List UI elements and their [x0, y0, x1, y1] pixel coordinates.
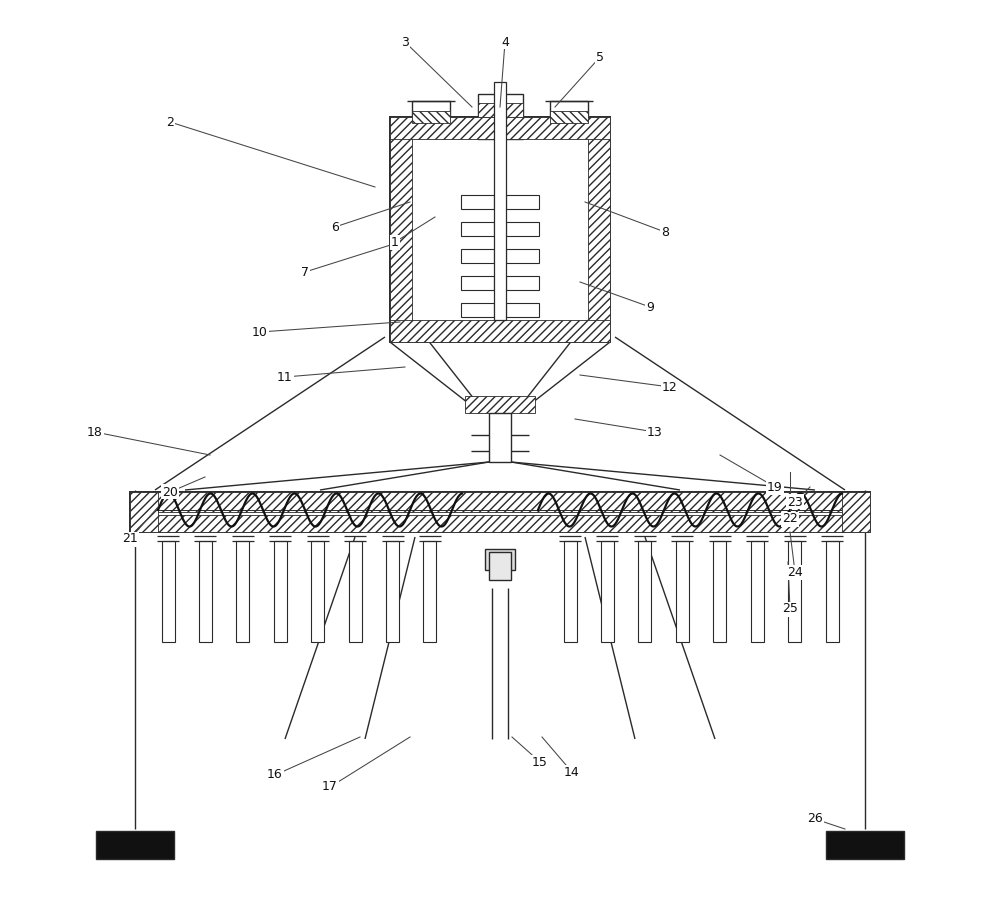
Bar: [506, 276, 539, 290]
Text: 26: 26: [807, 813, 823, 825]
Text: 11: 11: [277, 370, 293, 384]
Bar: [412, 101, 450, 128]
Bar: [506, 222, 539, 236]
Text: 10: 10: [252, 326, 268, 338]
Text: 4: 4: [501, 36, 509, 48]
Bar: [489, 552, 511, 580]
Bar: [130, 492, 158, 532]
Bar: [390, 117, 412, 342]
Text: 8: 8: [661, 225, 669, 239]
Bar: [489, 413, 511, 462]
Text: 24: 24: [787, 565, 803, 579]
Bar: [130, 492, 870, 532]
Text: 17: 17: [322, 780, 338, 794]
Bar: [274, 541, 287, 642]
Bar: [601, 541, 614, 642]
Text: 1: 1: [391, 236, 399, 248]
Bar: [588, 117, 610, 342]
Text: 25: 25: [782, 603, 798, 615]
Bar: [130, 515, 870, 532]
Bar: [390, 117, 610, 342]
Bar: [478, 103, 523, 117]
Bar: [461, 249, 494, 263]
Text: 12: 12: [662, 380, 678, 394]
Bar: [826, 831, 904, 859]
Text: 15: 15: [532, 755, 548, 769]
Bar: [390, 117, 610, 139]
Text: 13: 13: [647, 425, 663, 439]
Text: 7: 7: [301, 266, 309, 278]
Bar: [311, 541, 324, 642]
Bar: [349, 541, 362, 642]
Bar: [506, 303, 539, 317]
Bar: [550, 111, 588, 123]
Bar: [461, 303, 494, 317]
Bar: [485, 549, 515, 570]
Text: 21: 21: [122, 533, 138, 545]
Bar: [713, 541, 726, 642]
Text: 14: 14: [564, 765, 580, 779]
Text: 9: 9: [646, 300, 654, 313]
Bar: [550, 101, 588, 128]
Bar: [236, 541, 249, 642]
Bar: [390, 320, 610, 342]
Bar: [461, 276, 494, 290]
Bar: [842, 492, 870, 532]
Bar: [788, 541, 801, 642]
Bar: [506, 195, 539, 209]
Text: 18: 18: [87, 425, 103, 439]
Bar: [751, 541, 764, 642]
Bar: [130, 492, 870, 512]
Bar: [826, 541, 839, 642]
Text: 20: 20: [162, 485, 178, 499]
Bar: [199, 541, 212, 642]
Bar: [461, 195, 494, 209]
Text: 23: 23: [787, 495, 803, 509]
Bar: [465, 396, 534, 413]
Text: 22: 22: [782, 512, 798, 526]
Text: 6: 6: [331, 221, 339, 233]
Bar: [96, 831, 174, 859]
Text: 5: 5: [596, 50, 604, 64]
Bar: [638, 541, 651, 642]
Bar: [412, 111, 450, 123]
Bar: [494, 82, 506, 320]
Text: 2: 2: [166, 116, 174, 128]
Bar: [506, 249, 539, 263]
Bar: [423, 541, 436, 642]
Bar: [162, 541, 175, 642]
Text: 19: 19: [767, 481, 783, 493]
Bar: [461, 222, 494, 236]
Bar: [676, 541, 689, 642]
Text: 16: 16: [267, 769, 283, 781]
Bar: [478, 94, 523, 139]
Bar: [564, 541, 576, 642]
Text: 3: 3: [401, 36, 409, 48]
Bar: [386, 541, 399, 642]
